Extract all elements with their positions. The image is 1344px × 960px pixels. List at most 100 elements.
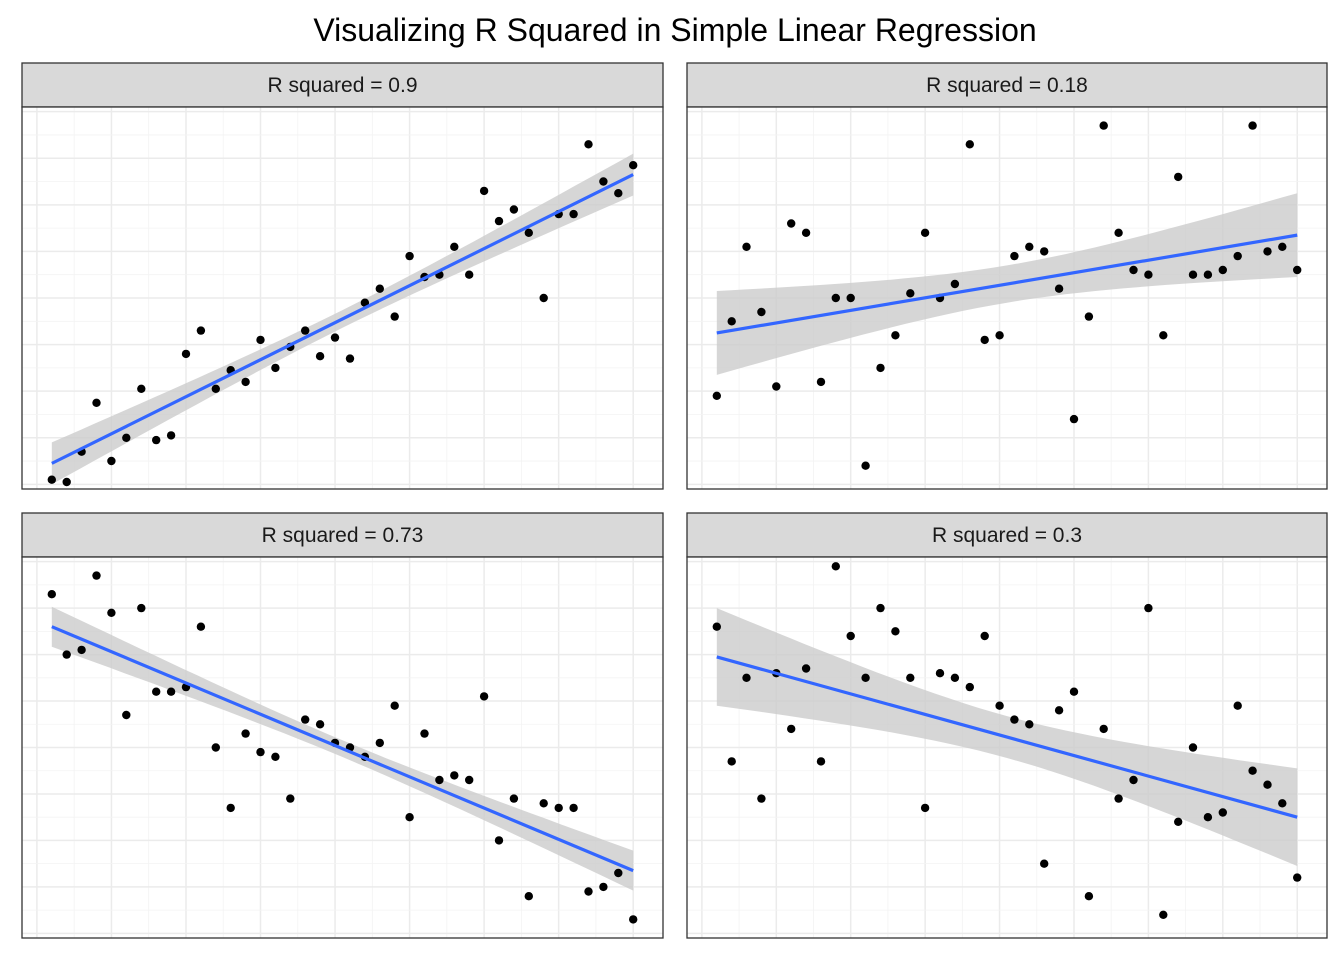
data-point — [1188, 743, 1198, 752]
data-point — [1203, 813, 1213, 822]
data-point — [405, 813, 414, 822]
data-point — [1144, 270, 1153, 279]
data-point — [742, 242, 751, 251]
data-point — [629, 161, 638, 170]
data-point — [1099, 121, 1108, 130]
data-point — [1114, 794, 1123, 803]
data-point — [271, 363, 280, 373]
data-point — [181, 349, 191, 359]
data-point — [1040, 247, 1049, 256]
data-point — [271, 752, 280, 761]
facet-panels: R squared = 0.9 R squared = 0.18 R squared… — [21, 62, 1328, 939]
data-point — [876, 603, 885, 613]
data-point — [122, 710, 131, 720]
data-point — [465, 775, 474, 785]
facet-strip — [21, 512, 664, 558]
data-point — [315, 352, 325, 361]
data-point — [831, 293, 840, 303]
data-point — [1129, 265, 1138, 275]
data-point — [509, 794, 519, 803]
data-point — [465, 270, 474, 279]
data-point — [152, 687, 161, 696]
facet-strip-label: R squared = 0.3 — [932, 524, 1082, 547]
data-point — [211, 384, 220, 393]
facet-strip-label: R squared = 0.73 — [262, 524, 424, 547]
data-point — [554, 803, 563, 813]
data-point — [1099, 724, 1108, 734]
data-point — [1129, 775, 1138, 785]
data-point — [876, 363, 885, 373]
data-point — [965, 682, 974, 692]
data-point — [1188, 270, 1198, 279]
data-point — [846, 631, 855, 641]
data-point — [137, 603, 146, 613]
data-point — [390, 701, 399, 710]
data-point — [420, 729, 429, 738]
data-point — [980, 335, 989, 345]
data-point — [1040, 859, 1049, 868]
data-point — [1025, 720, 1034, 729]
data-point — [757, 794, 766, 803]
data-point — [390, 312, 399, 321]
data-point — [599, 177, 608, 186]
data-point — [47, 590, 56, 599]
data-point — [241, 729, 250, 738]
data-point — [772, 382, 781, 391]
data-point — [995, 331, 1004, 340]
data-point — [47, 475, 56, 484]
data-point — [62, 477, 71, 487]
data-point — [435, 775, 444, 785]
data-point — [375, 738, 384, 748]
data-point — [742, 673, 751, 682]
data-point — [1159, 910, 1168, 919]
facet-strip-label: R squared = 0.9 — [267, 74, 417, 97]
data-point — [166, 431, 176, 440]
data-point — [950, 279, 960, 289]
data-point — [846, 293, 855, 303]
data-point — [196, 622, 206, 631]
data-point — [861, 461, 870, 470]
data-point — [256, 335, 265, 345]
data-point — [816, 757, 826, 766]
data-point — [816, 377, 826, 387]
data-point — [301, 326, 310, 335]
data-points — [712, 562, 1302, 919]
facet-strip — [21, 62, 664, 108]
facet-strip — [686, 62, 1328, 108]
data-point — [629, 915, 638, 924]
panel-border — [686, 106, 1328, 490]
data-point — [1278, 242, 1287, 251]
data-point — [599, 882, 608, 892]
data-point — [1054, 284, 1064, 293]
data-point — [286, 794, 295, 803]
data-point — [375, 284, 384, 293]
data-point — [1233, 251, 1242, 261]
data-points — [712, 121, 1302, 470]
data-point — [569, 209, 578, 219]
data-point — [152, 435, 161, 445]
data-point — [1263, 780, 1272, 789]
data-point — [494, 216, 504, 226]
regression-line — [51, 625, 634, 873]
data-point — [712, 622, 721, 631]
data-point — [920, 228, 930, 237]
data-point — [920, 803, 930, 813]
data-point — [1159, 331, 1168, 340]
data-point — [950, 673, 960, 682]
data-point — [801, 228, 811, 237]
data-point — [1054, 706, 1064, 715]
data-point — [980, 631, 989, 641]
data-point — [1114, 228, 1123, 237]
data-point — [906, 673, 915, 682]
data-point — [757, 307, 766, 317]
facet-panel-4: R squared = 0.3 — [686, 512, 1328, 939]
data-point — [1069, 687, 1079, 696]
data-point — [405, 251, 414, 261]
data-point — [614, 868, 623, 878]
data-point — [1278, 799, 1287, 808]
data-point — [196, 326, 206, 335]
data-point — [1010, 715, 1019, 724]
data-point — [1144, 603, 1153, 613]
data-point — [360, 298, 370, 307]
